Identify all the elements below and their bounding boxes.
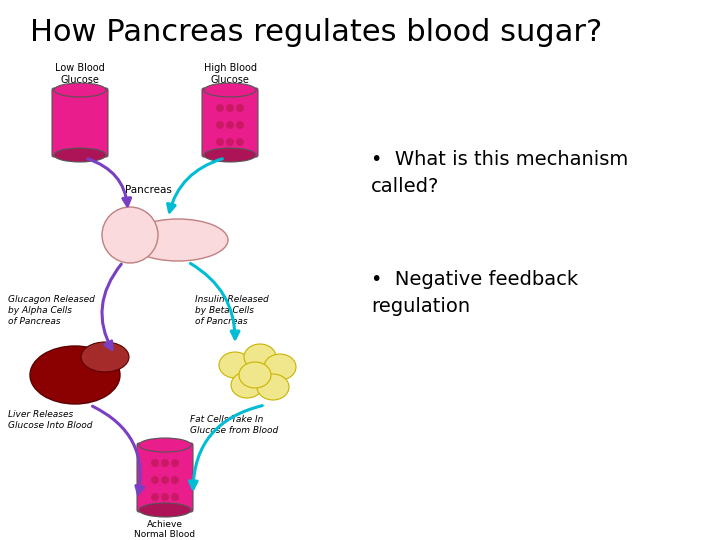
Circle shape (171, 476, 179, 484)
Text: •  Negative feedback
regulation: • Negative feedback regulation (371, 270, 578, 315)
Text: •  What is this mechanism
called?: • What is this mechanism called? (371, 150, 628, 195)
Circle shape (216, 104, 224, 112)
Ellipse shape (204, 83, 256, 97)
Circle shape (161, 493, 169, 501)
FancyBboxPatch shape (137, 443, 193, 512)
Ellipse shape (204, 148, 256, 162)
Circle shape (236, 121, 244, 129)
Text: Achieve
Normal Blood
Glucose Levels: Achieve Normal Blood Glucose Levels (131, 520, 199, 540)
Ellipse shape (81, 342, 129, 372)
Circle shape (226, 104, 234, 112)
Circle shape (171, 459, 179, 467)
Text: How Pancreas regulates blood sugar?: How Pancreas regulates blood sugar? (30, 18, 602, 47)
Circle shape (216, 138, 224, 146)
Text: Glucagon Released
by Alpha Cells
of Pancreas: Glucagon Released by Alpha Cells of Panc… (8, 295, 95, 326)
Circle shape (151, 493, 159, 501)
Circle shape (171, 493, 179, 501)
Ellipse shape (54, 148, 106, 162)
Text: Fat Cells Take In
Glucose from Blood: Fat Cells Take In Glucose from Blood (190, 415, 278, 435)
Text: Low Blood
Glucose: Low Blood Glucose (55, 63, 105, 85)
Text: Pancreas: Pancreas (125, 185, 171, 195)
Text: Liver Releases
Glucose Into Blood: Liver Releases Glucose Into Blood (8, 410, 92, 430)
Circle shape (226, 138, 234, 146)
Ellipse shape (30, 346, 120, 404)
Circle shape (226, 121, 234, 129)
FancyBboxPatch shape (52, 88, 108, 157)
Circle shape (236, 138, 244, 146)
Circle shape (102, 207, 158, 263)
Circle shape (216, 121, 224, 129)
Circle shape (151, 459, 159, 467)
Text: Insulin Released
by Beta Cells
of Pancreas: Insulin Released by Beta Cells of Pancre… (195, 295, 269, 326)
Circle shape (236, 104, 244, 112)
Circle shape (161, 459, 169, 467)
Ellipse shape (257, 374, 289, 400)
Ellipse shape (54, 83, 106, 97)
Ellipse shape (239, 362, 271, 388)
Ellipse shape (244, 344, 276, 370)
Text: High Blood
Glucose: High Blood Glucose (204, 63, 256, 85)
FancyBboxPatch shape (202, 88, 258, 157)
Ellipse shape (128, 219, 228, 261)
Ellipse shape (139, 503, 191, 517)
Ellipse shape (219, 352, 251, 378)
Ellipse shape (139, 438, 191, 452)
Ellipse shape (231, 372, 263, 398)
Circle shape (161, 476, 169, 484)
Ellipse shape (264, 354, 296, 380)
Circle shape (151, 476, 159, 484)
